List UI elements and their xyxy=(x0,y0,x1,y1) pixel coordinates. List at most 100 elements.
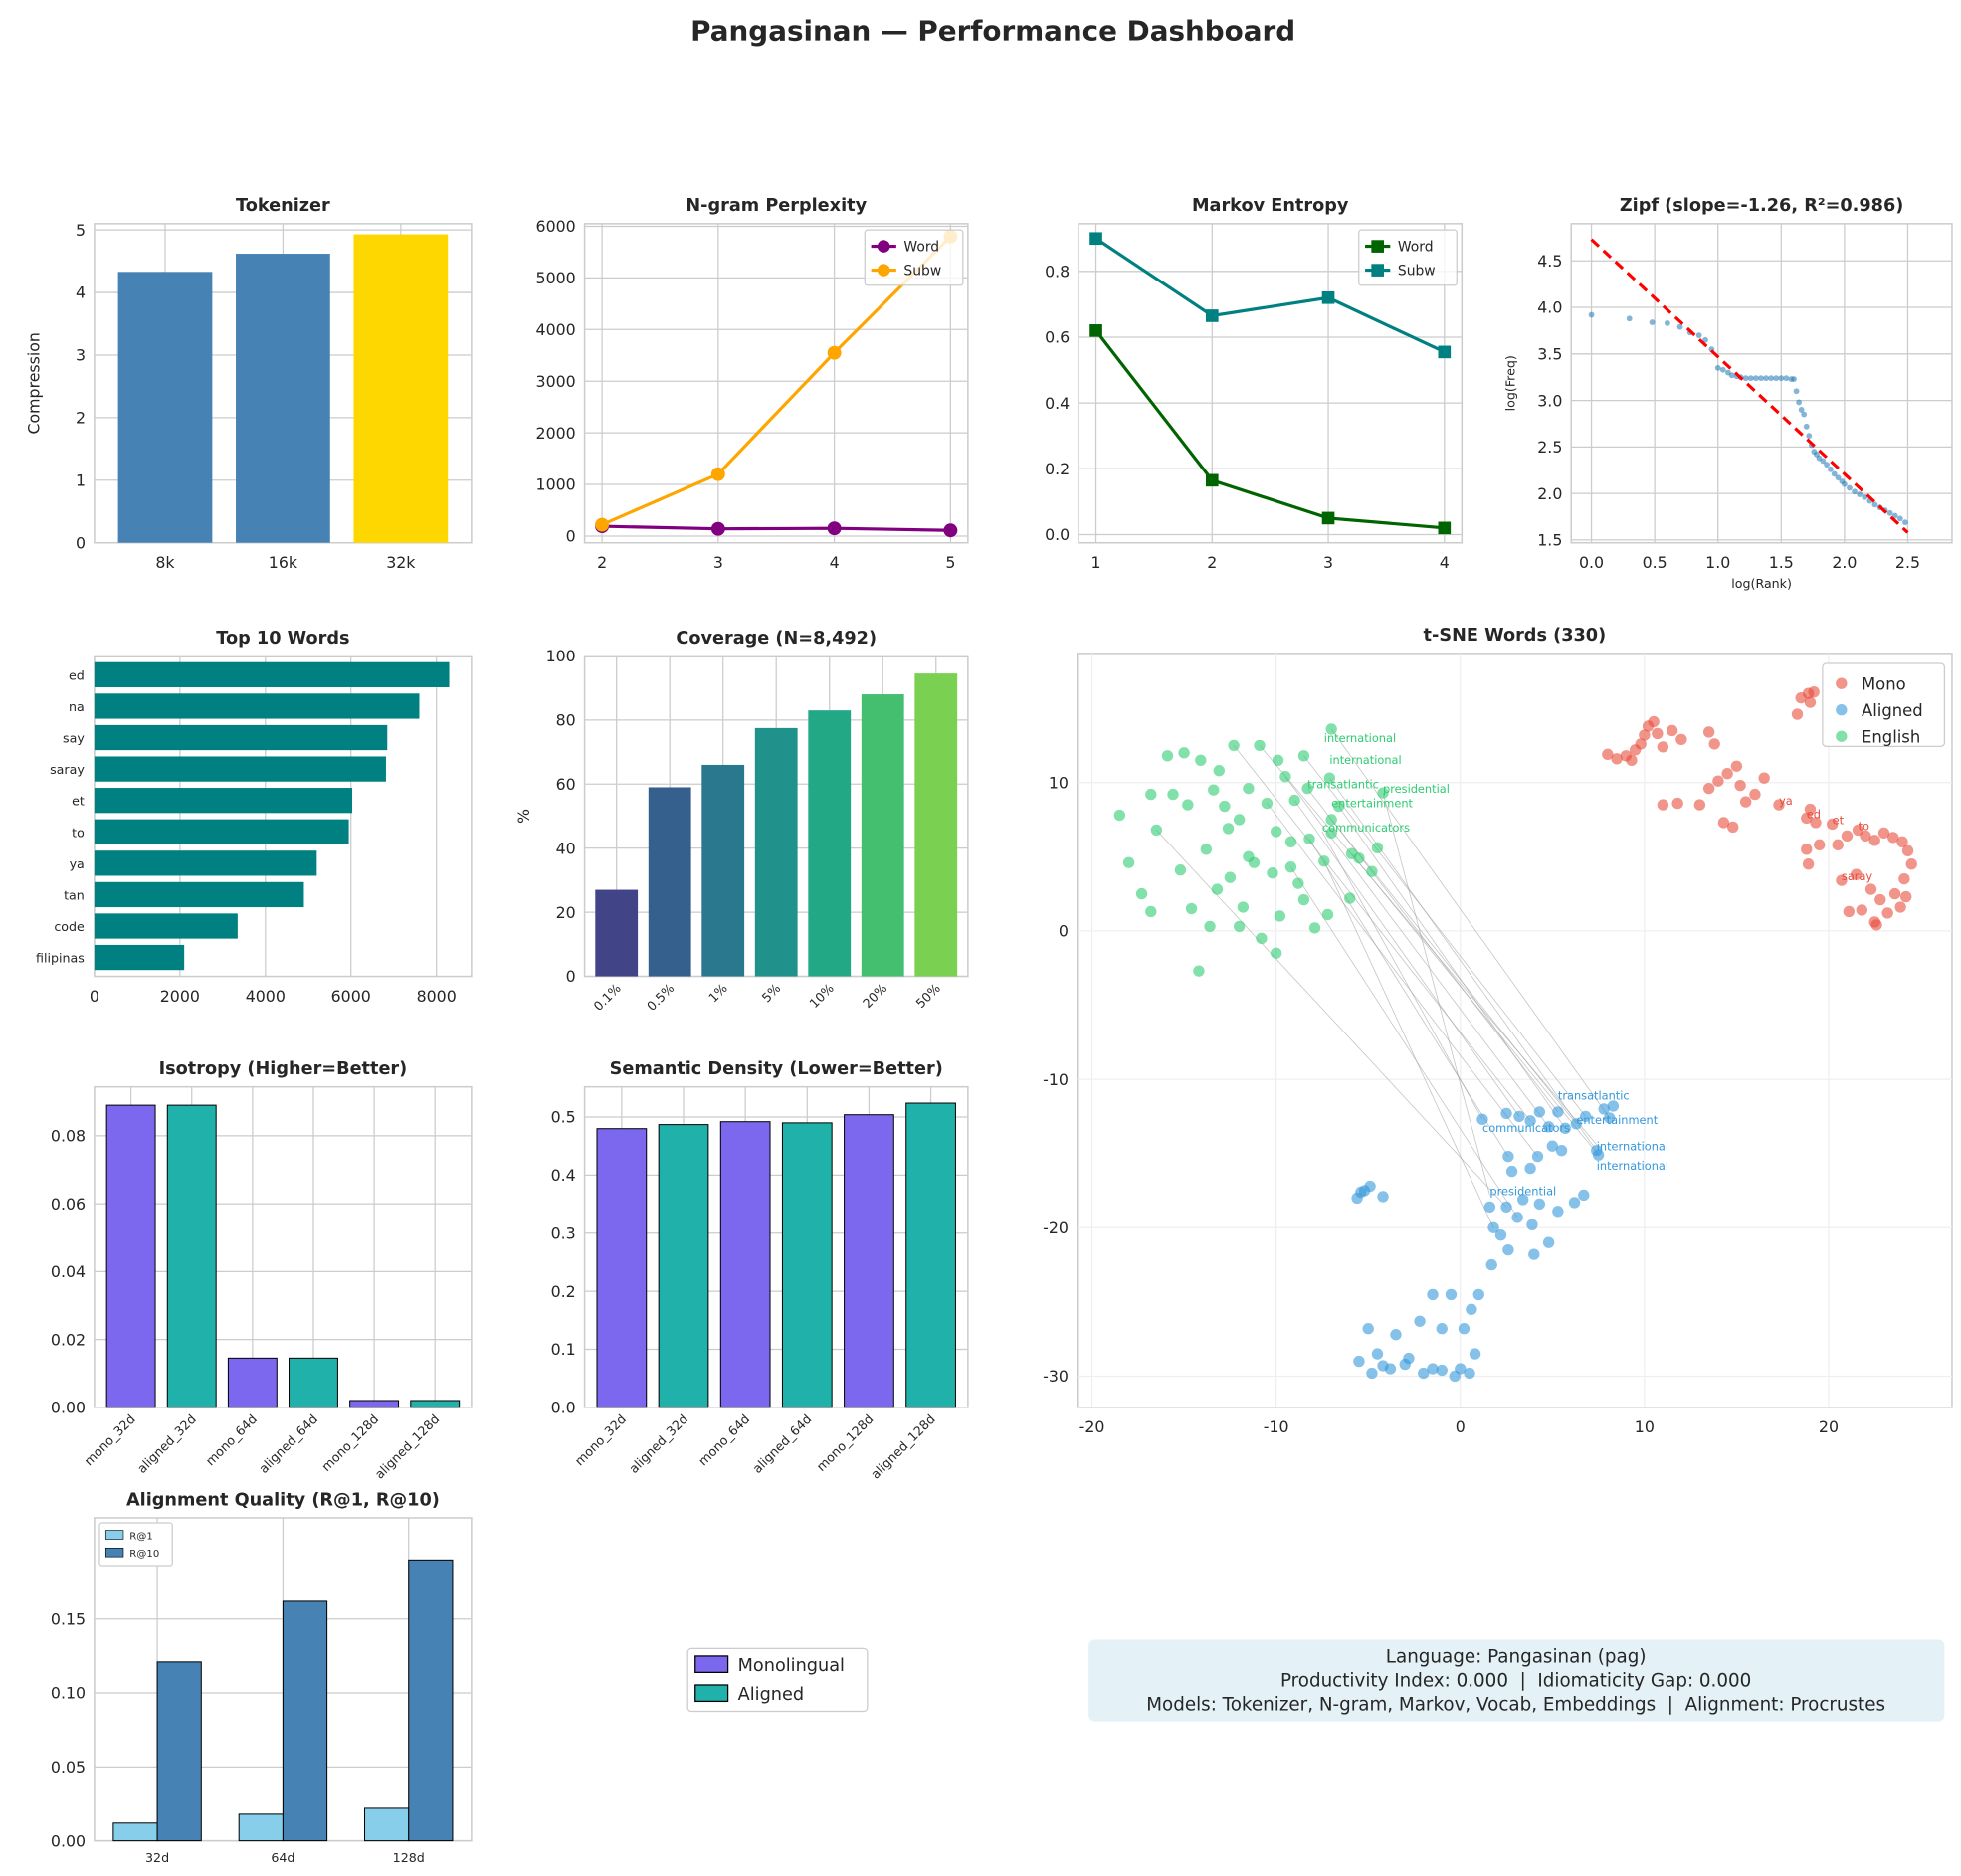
point-mono xyxy=(1864,883,1877,895)
point-aligned xyxy=(1500,1107,1512,1120)
point-aligned xyxy=(1366,1367,1378,1380)
bar-aligned_32d xyxy=(658,1124,709,1408)
point-mono xyxy=(1901,844,1914,856)
legend: Word Subw xyxy=(1358,229,1458,286)
chart-title: Markov Entropy xyxy=(1192,196,1349,216)
legend-label-monolingual: Monolingual xyxy=(738,1656,845,1676)
bar-R@10-128d xyxy=(408,1559,454,1842)
bar-8k xyxy=(117,272,213,543)
point-aligned xyxy=(1533,1106,1546,1118)
point-english xyxy=(1325,723,1337,735)
bar-R@1-32d xyxy=(112,1822,158,1842)
data-point xyxy=(1862,493,1868,500)
data-point xyxy=(1793,388,1800,395)
point-mono xyxy=(1717,817,1730,829)
fit-line xyxy=(1590,238,1909,534)
data-point xyxy=(1841,480,1848,487)
point-mono xyxy=(1898,872,1910,885)
point-aligned xyxy=(1559,1122,1571,1135)
point-mono xyxy=(1648,715,1660,728)
x-tick-label: mono_64d xyxy=(695,1411,752,1468)
point-aligned xyxy=(1449,1370,1461,1383)
bar-32k xyxy=(353,234,449,543)
point-mono xyxy=(1801,812,1813,825)
y-tick-label: 100 xyxy=(546,647,576,665)
x-tick-label: 1.0 xyxy=(1705,553,1730,572)
point-mono xyxy=(1802,858,1815,870)
point-aligned xyxy=(1466,1303,1477,1316)
point-aligned xyxy=(1436,1364,1448,1377)
point-mono xyxy=(1712,775,1724,787)
data-point xyxy=(1857,491,1863,497)
alignment-link xyxy=(1329,777,1598,1151)
y-tick-label: 4.0 xyxy=(1537,298,1562,317)
point-aligned xyxy=(1505,1165,1518,1178)
point-label: international xyxy=(1597,1140,1668,1154)
point-mono xyxy=(1749,788,1761,801)
bar-aligned_32d xyxy=(166,1104,217,1408)
point-english xyxy=(1219,800,1231,813)
legend-swatch-monolingual xyxy=(694,1655,729,1673)
legend: Mono Aligned English xyxy=(1822,662,1946,747)
x-tick-label: mono_64d xyxy=(203,1411,260,1468)
point-english xyxy=(1150,824,1163,837)
info-line-indices: Productivity Index: 0.000 | Idiomaticity… xyxy=(1280,1670,1751,1691)
figure-title: Pangasinan — Performance Dashboard xyxy=(690,14,1295,47)
bar-ed xyxy=(94,661,450,687)
point-mono xyxy=(1791,708,1804,720)
point-mono xyxy=(1894,901,1906,913)
y-tick-label: 3.5 xyxy=(1537,345,1562,364)
y-tick-label: 0.10 xyxy=(51,1684,86,1703)
chart-tsne: t-SNE Words (330) -30 -20 -10 0 10 -20 -10 0 10 20… xyxy=(1043,626,1953,1436)
category-label: say xyxy=(63,731,85,746)
point-aligned xyxy=(1472,1288,1484,1301)
point-aligned xyxy=(1604,1112,1616,1124)
y-tick-label: 1.5 xyxy=(1537,531,1562,550)
point-aligned xyxy=(1403,1352,1415,1365)
point-english xyxy=(1323,772,1336,784)
point-aligned xyxy=(1524,1115,1536,1127)
x-tick-label: -10 xyxy=(1264,1417,1289,1436)
point-label: communicators xyxy=(1322,821,1410,835)
point-english xyxy=(1371,842,1384,854)
x-tick-label: 64d xyxy=(271,1850,294,1865)
point-aligned xyxy=(1552,1206,1564,1218)
bar-mono_32d xyxy=(596,1128,648,1408)
y-tick-label: -10 xyxy=(1043,1070,1069,1089)
point-aligned xyxy=(1494,1229,1507,1241)
data-point xyxy=(1801,411,1808,418)
chart-title: Tokenizer xyxy=(236,196,330,216)
x-tick-label: 2000 xyxy=(160,987,200,1006)
point-mono xyxy=(1900,890,1912,903)
x-tick-label: 3 xyxy=(1323,553,1333,572)
legend: R@1 R@10 xyxy=(98,1522,173,1567)
point-mono xyxy=(1860,830,1871,843)
category-label: to xyxy=(72,825,85,840)
y-tick-label: 3 xyxy=(76,346,86,365)
y-tick-label: 5 xyxy=(76,221,86,240)
point-aligned xyxy=(1517,1194,1529,1206)
point-aligned xyxy=(1546,1140,1559,1152)
data-point xyxy=(1588,311,1595,318)
point-aligned xyxy=(1377,1191,1389,1203)
bar-aligned_64d xyxy=(781,1122,833,1408)
data-point xyxy=(1835,474,1842,481)
y-axis-label: log(Freq) xyxy=(1502,355,1517,411)
data-point xyxy=(827,345,842,360)
point-aligned xyxy=(1533,1198,1546,1211)
point-english xyxy=(1332,800,1345,813)
y-tick-label: 40 xyxy=(556,839,576,857)
x-tick-label: 5% xyxy=(759,981,784,1006)
legend-swatch-aligned xyxy=(694,1684,729,1703)
y-tick-label: 0.06 xyxy=(51,1195,86,1214)
bar-50% xyxy=(914,673,958,977)
point-aligned xyxy=(1414,1315,1426,1327)
chart-density: Semantic Density (Lower=Better) 0.0 0.1 0.2… xyxy=(551,1059,969,1482)
chart-coverage: Coverage (N=8,492) 0 20 40 60 80 100% 0.1% 0.5% 1… xyxy=(514,629,969,1014)
bar-saray xyxy=(94,756,386,782)
point-mono xyxy=(1671,797,1683,810)
x-tick-label: mono_32d xyxy=(572,1411,629,1468)
point-english xyxy=(1185,902,1198,915)
x-tick-label: 2 xyxy=(1207,553,1217,572)
data-point xyxy=(1205,473,1219,487)
